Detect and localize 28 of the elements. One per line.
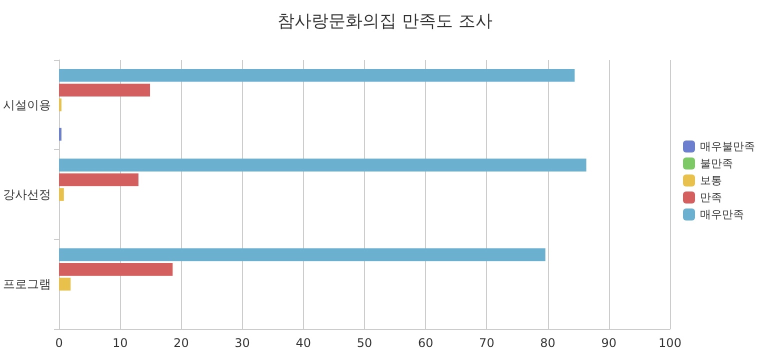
x-tick-label: 50 xyxy=(356,336,372,350)
x-tick-label: 0 xyxy=(55,336,63,350)
x-tick-label: 30 xyxy=(234,336,250,350)
bar xyxy=(59,278,71,291)
legend-label: 불만족 xyxy=(700,157,733,170)
x-tick-label: 80 xyxy=(540,336,556,350)
x-tick-label: 20 xyxy=(174,336,189,350)
bar xyxy=(59,68,575,82)
x-tick-label: 40 xyxy=(296,336,312,350)
bar xyxy=(59,158,586,172)
bar xyxy=(59,263,173,276)
x-tick-label: 60 xyxy=(418,336,434,350)
y-tick-label: 프로그램 xyxy=(3,277,51,292)
y-tick-label: 시설이용 xyxy=(3,98,51,112)
legend-label: 매우만족 xyxy=(700,208,744,221)
legend-label: 보통 xyxy=(700,174,722,187)
bar xyxy=(59,173,138,186)
y-tick-label: 강사선정 xyxy=(3,188,51,202)
chart-title: 참사랑문화의집 만족도 조사 xyxy=(278,12,492,32)
legend-label: 만족 xyxy=(700,191,722,204)
bar xyxy=(59,188,64,201)
x-tick-label: 10 xyxy=(112,336,128,350)
x-tick-label: 90 xyxy=(601,336,617,350)
bar xyxy=(59,248,546,262)
x-tick-label: 70 xyxy=(479,336,494,350)
bar xyxy=(59,84,150,97)
legend-label: 매우불만족 xyxy=(700,140,755,153)
x-tick-label: 100 xyxy=(658,336,682,350)
